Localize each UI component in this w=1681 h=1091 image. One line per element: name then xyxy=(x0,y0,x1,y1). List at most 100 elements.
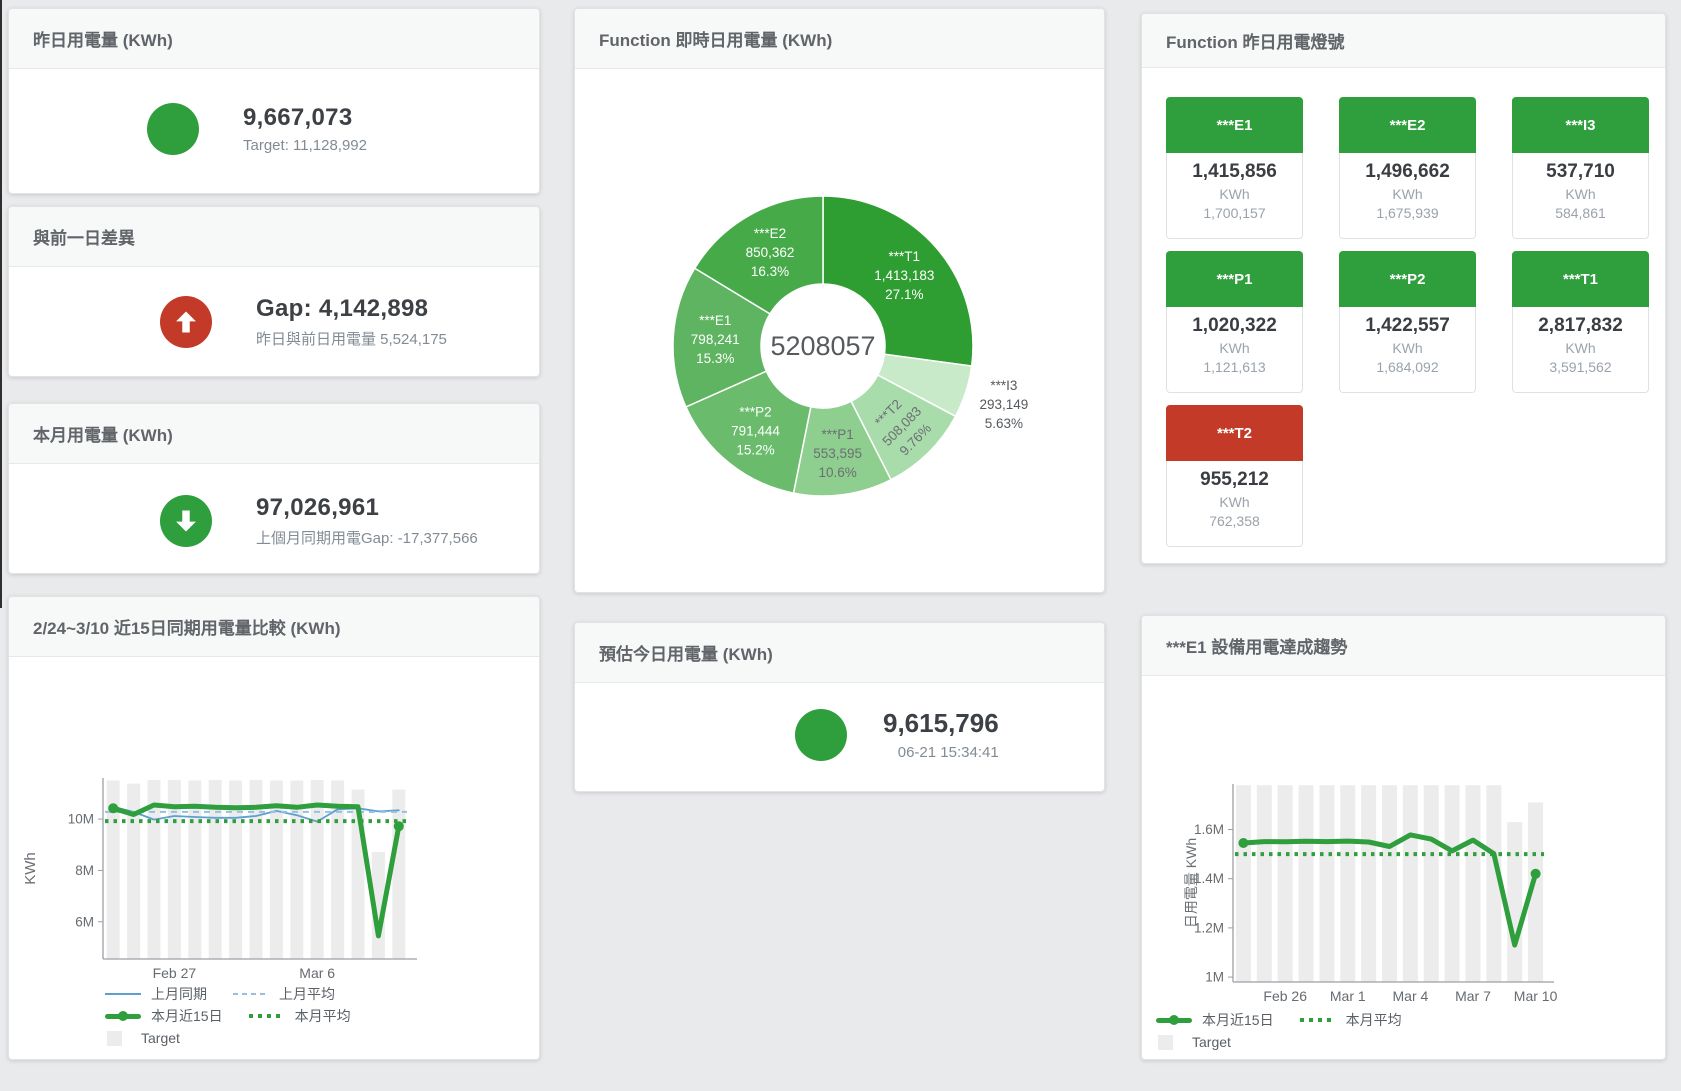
status-tile-E2[interactable]: ***E2 1,496,662 KWh 1,675,939 xyxy=(1339,97,1476,239)
legend-item-本月近15日[interactable]: 本月近15日 xyxy=(1156,1010,1274,1030)
tile-value: 1,422,557 xyxy=(1365,315,1450,336)
target-bar xyxy=(167,780,181,959)
y-axis-title: 日用電量 KWh xyxy=(1183,838,1199,928)
tile-body: 1,496,662 KWh 1,675,939 xyxy=(1339,153,1476,239)
dot-green-swatch-icon xyxy=(1299,1018,1336,1022)
donut-slice-P2[interactable] xyxy=(684,370,812,494)
y-tick-label: 6M xyxy=(75,914,94,929)
tile-name-badge: ***E1 xyxy=(1166,97,1303,153)
legend-item-本月近15日[interactable]: 本月近15日 xyxy=(105,1006,223,1026)
tile-target: 1,700,157 xyxy=(1203,205,1266,221)
arrow-up-icon xyxy=(160,296,212,348)
y-tick-label: 1.4M xyxy=(1194,871,1224,886)
compare-line-chart: 6M 8M 10M Feb 27 Mar 6 KWh xyxy=(22,778,417,981)
tile-target: 1,684,092 xyxy=(1376,359,1439,375)
target-bar xyxy=(1256,785,1272,982)
e1-trend-line-chart: 1M 1.2M 1.4M 1.6M Feb 26 Mar 1 Mar 4 Mar 7 Mar 1… xyxy=(1183,784,1558,1004)
tile-value: 1,020,322 xyxy=(1192,315,1277,336)
x-tick-label: Mar 7 xyxy=(1455,988,1491,1004)
donut-slice-E2[interactable] xyxy=(693,195,824,315)
card-realtime-donut: Function 即時日用電量 (KWh) ***T1 1,413,183 27.1… xyxy=(574,8,1105,593)
tile-body: 1,020,322 KWh 1,121,613 xyxy=(1166,307,1303,393)
x-tick-label: Feb 27 xyxy=(153,965,197,981)
trend-legend: 本月近15日 本月平均 Target xyxy=(1156,1009,1428,1053)
legend-row: 上月同期 上月平均 xyxy=(105,983,377,1005)
tile-unit: KWh xyxy=(1219,186,1250,202)
tile-body: 537,710 KWh 584,861 xyxy=(1512,153,1649,239)
card-title: 與前一日差異 xyxy=(9,207,539,267)
target-bar xyxy=(1486,785,1502,982)
donut-label-E2: ***E2 850,362 16.3% xyxy=(746,226,795,279)
thick-green-swatch-icon xyxy=(105,1011,141,1021)
status-tile-P2[interactable]: ***P2 1,422,557 KWh 1,684,092 xyxy=(1339,251,1476,393)
legend-label: 本月平均 xyxy=(294,1008,351,1024)
legend-item-上月同期[interactable]: 上月同期 xyxy=(105,984,207,1004)
y-tick-label: 1M xyxy=(1205,970,1224,985)
x-tick-label: Mar 4 xyxy=(1393,988,1429,1004)
tile-unit: KWh xyxy=(1219,340,1250,356)
legend-item-本月平均[interactable]: 本月平均 xyxy=(248,1006,351,1026)
card-title: 2/24~3/10 近15日同期用電量比較 (KWh) xyxy=(9,597,539,657)
target-bar xyxy=(229,780,243,959)
tile-target: 584,861 xyxy=(1555,205,1606,221)
target-bar xyxy=(208,780,222,959)
status-tile-I3[interactable]: ***I3 537,710 KWh 584,861 xyxy=(1512,97,1649,239)
legend-item-Target[interactable]: Target xyxy=(105,1030,180,1046)
series-point xyxy=(393,821,404,832)
month-usage-gap: 上個月同期用電Gap: -17,377,566 xyxy=(256,530,478,547)
legend-row: 本月近15日 本月平均 xyxy=(105,1005,377,1027)
series-line-本月近15日 xyxy=(1240,832,1539,948)
line-blue-swatch-icon xyxy=(105,993,141,995)
day-gap-value: Gap: 4,142,898 xyxy=(256,295,429,322)
tile-body: 1,422,557 KWh 1,684,092 xyxy=(1339,307,1476,393)
day-gap-subtitle: 昨日與前日用電量 5,524,175 xyxy=(256,331,447,348)
card-yesterday-usage: 昨日用電量 (KWh) 9,667,073 Target: 11,128,992 xyxy=(8,8,540,194)
y-tick-label: 8M xyxy=(75,863,94,878)
legend-label: 上月平均 xyxy=(279,986,335,1002)
today-estimate-value: 9,615,796 xyxy=(883,708,999,738)
target-bar xyxy=(1298,785,1314,982)
tile-name-badge: ***P2 xyxy=(1339,251,1476,307)
tile-value: 1,496,662 xyxy=(1365,161,1450,182)
x-tick-label: Mar 10 xyxy=(1514,988,1558,1004)
x-tick-label: Mar 1 xyxy=(1330,988,1366,1004)
tile-unit: KWh xyxy=(1392,186,1423,202)
donut-slice-T1[interactable] xyxy=(822,195,974,367)
donut-center-total: 5208057 xyxy=(770,331,875,361)
legend-label: 本月近15日 xyxy=(151,1008,223,1024)
tile-name-badge: ***I3 xyxy=(1512,97,1649,153)
tile-value: 1,415,856 xyxy=(1192,161,1277,182)
square-gray-swatch-icon xyxy=(107,1030,122,1046)
target-bar xyxy=(1340,785,1356,982)
donut-label-P2: ***P2 791,444 15.2% xyxy=(731,404,780,457)
legend-item-上月平均[interactable]: 上月平均 xyxy=(233,984,335,1004)
status-tile-T1[interactable]: ***T1 2,817,832 KWh 3,591,562 xyxy=(1512,251,1649,393)
card-today-estimate: 預估今日用電量 (KWh) 9,615,796 06-21 15:34:41 xyxy=(574,622,1105,792)
status-tile-P1[interactable]: ***P1 1,020,322 KWh 1,121,613 xyxy=(1166,251,1303,393)
tile-value: 955,212 xyxy=(1200,469,1269,490)
legend-row: Target xyxy=(105,1027,377,1049)
target-bar xyxy=(1423,785,1439,982)
status-tile-T2[interactable]: ***T2 955,212 KWh 762,358 xyxy=(1166,405,1303,547)
yesterday-usage-target: Target: 11,128,992 xyxy=(243,137,367,154)
legend-item-本月平均[interactable]: 本月平均 xyxy=(1299,1010,1402,1030)
square-gray-swatch-icon xyxy=(1158,1034,1173,1050)
legend-item-Target[interactable]: Target xyxy=(1156,1034,1231,1050)
card-title: Function 昨日用電燈號 xyxy=(1142,14,1665,68)
target-bar xyxy=(392,789,406,959)
donut-label-P1: ***P1 553,595 10.6% xyxy=(813,427,862,480)
series-line-本月近15日 xyxy=(110,802,402,939)
donut-slice-E1[interactable] xyxy=(672,267,772,408)
y-tick-label: 10M xyxy=(68,812,94,827)
y-tick-label: 1.6M xyxy=(1194,822,1224,837)
target-bar xyxy=(106,780,120,959)
status-tile-E1[interactable]: ***E1 1,415,856 KWh 1,700,157 xyxy=(1166,97,1303,239)
tile-unit: KWh xyxy=(1565,186,1596,202)
target-bar xyxy=(188,780,202,959)
legend-label: 上月同期 xyxy=(151,986,207,1002)
tile-target: 3,591,562 xyxy=(1549,359,1612,375)
target-bar xyxy=(1465,785,1481,982)
series-point xyxy=(1238,838,1249,848)
target-bar xyxy=(1319,785,1335,982)
